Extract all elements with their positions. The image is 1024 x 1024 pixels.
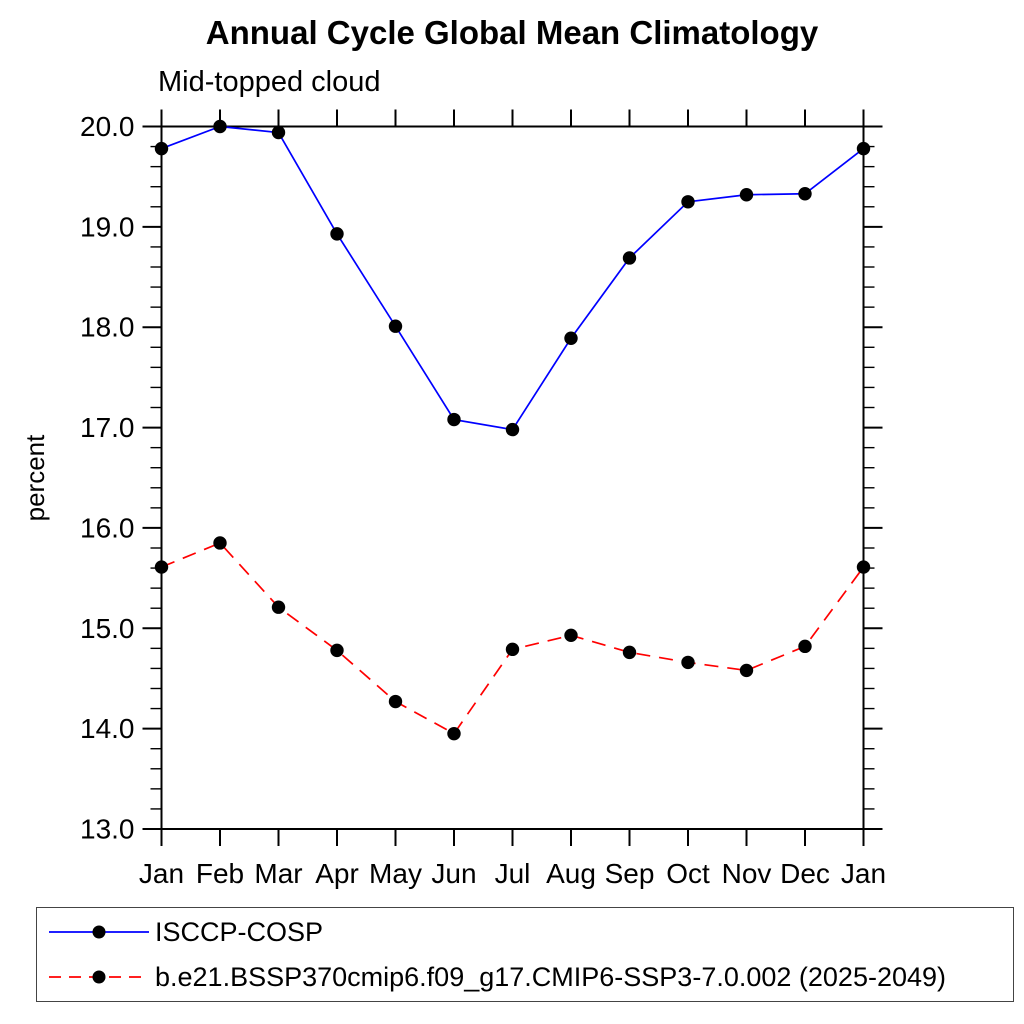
- data-point-marker: [330, 643, 344, 658]
- data-point-marker: [271, 600, 286, 614]
- x-tick-label: Apr: [315, 858, 359, 889]
- data-point-marker: [388, 694, 403, 709]
- data-point-marker: [681, 195, 695, 209]
- x-tick-label: Nov: [722, 858, 772, 889]
- data-point-marker: [505, 422, 520, 437]
- chart-subtitle: Mid-topped cloud: [158, 66, 381, 98]
- y-tick-label: 16.0: [80, 512, 135, 543]
- data-point-marker: [564, 628, 578, 643]
- legend-label: b.e21.BSSP370cmip6.f09_g17.CMIP6-SSP3-7.…: [155, 961, 947, 992]
- y-tick-label: 19.0: [80, 211, 135, 242]
- y-tick-label: 17.0: [80, 412, 135, 443]
- plot-frame: [160, 125, 865, 830]
- legend-swatch-dashed-line: [49, 970, 149, 984]
- data-point-marker: [154, 560, 169, 574]
- data-point-marker: [213, 119, 227, 134]
- data-point-marker: [856, 141, 871, 156]
- data-point-marker: [330, 227, 344, 241]
- data-point-marker: [447, 412, 461, 427]
- data-point-marker: [622, 251, 637, 265]
- data-point-marker: [798, 187, 812, 201]
- data-point-marker: [564, 331, 578, 345]
- x-tick-label: Jan: [139, 858, 184, 889]
- series-line-dashed: [161, 541, 865, 735]
- y-tick-label: 20.0: [80, 111, 135, 142]
- data-point-marker: [447, 726, 461, 741]
- data-point-marker: [388, 319, 403, 333]
- y-tick-label: 15.0: [80, 613, 135, 644]
- x-tick-label: Jan: [841, 858, 886, 889]
- y-tick-label: 18.0: [80, 312, 135, 343]
- data-point-marker: [271, 125, 286, 140]
- y-tick-label: 14.0: [80, 713, 135, 744]
- y-tick-label: 13.0: [80, 814, 135, 845]
- data-point-marker: [798, 639, 812, 654]
- data-point-marker: [154, 141, 169, 156]
- x-tick-label: Jul: [495, 858, 531, 889]
- legend-box: ISCCP-COSP b.e21.BSSP370cmip6.f09_g17.CM…: [36, 907, 1014, 1002]
- x-tick-label: Aug: [546, 858, 596, 889]
- x-tick-label: May: [369, 858, 422, 889]
- data-point-marker: [681, 655, 695, 670]
- series-line-solid: [161, 125, 865, 431]
- legend-item-model: b.e21.BSSP370cmip6.f09_g17.CMIP6-SSP3-7.…: [37, 956, 1013, 998]
- legend-swatch-solid-line: [49, 925, 149, 939]
- x-tick-label: Oct: [666, 858, 710, 889]
- x-tick-label: Sep: [605, 858, 655, 889]
- y-axis-label: percent: [20, 434, 50, 521]
- data-point-marker: [213, 536, 227, 550]
- x-tick-label: Dec: [780, 858, 830, 889]
- data-point-marker: [856, 560, 871, 574]
- data-point-marker: [505, 642, 520, 657]
- data-point-marker: [739, 188, 754, 202]
- data-point-marker: [622, 645, 637, 660]
- data-point-marker: [739, 663, 754, 678]
- plot-area: 13.0 14.0 15.0 16.0 17.0 18.0 19.0 20.0 Jan Feb Ma…: [20, 109, 886, 889]
- legend-label: ISCCP-COSP: [155, 916, 324, 947]
- x-tick-label: Jun: [431, 858, 476, 889]
- chart-title: Annual Cycle Global Mean Climatology: [205, 14, 819, 51]
- legend-item-isccp: ISCCP-COSP: [37, 911, 1013, 953]
- x-tick-label: Mar: [254, 858, 302, 889]
- x-tick-label: Feb: [196, 858, 244, 889]
